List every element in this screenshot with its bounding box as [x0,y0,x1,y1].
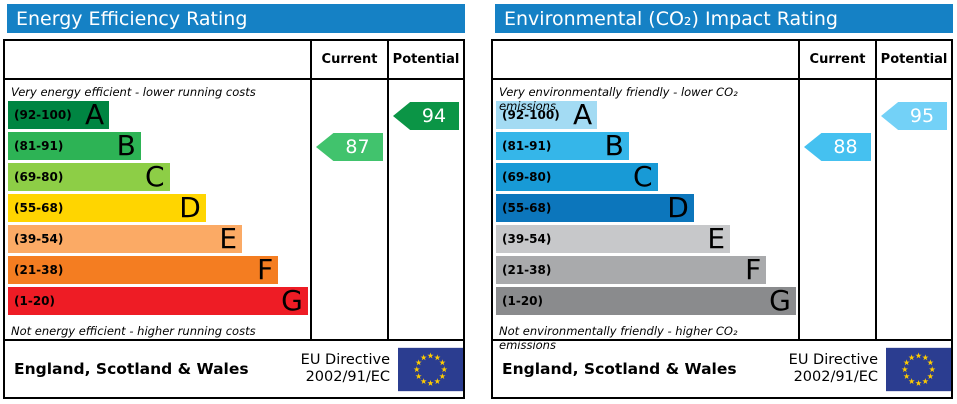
eu-directive-line2: 2002/91/EC [305,369,390,385]
current-value-column: 87 [310,80,387,339]
band-letter: A [573,98,593,131]
potential-column-header: Potential [875,41,951,78]
band-letter: F [745,253,762,286]
potential-column-header: Potential [387,41,463,78]
rating-band: (1-20) G [496,287,796,315]
current-value-column: 88 [798,80,875,339]
eu-directive-label: EU Directive 2002/91/EC [789,352,886,387]
eu-flag-icon [398,347,463,391]
header-spacer-cell [5,41,310,78]
band-range-label: (21-38) [14,263,64,277]
eu-directive-line1: EU Directive [300,351,390,368]
panel-title-bar: Environmental (CO₂) Impact Rating [495,4,953,33]
band-letter: G [281,284,303,317]
band-range-label: (39-54) [14,232,64,246]
band-range-label: (1-20) [502,294,543,308]
band-letter: C [145,160,165,193]
band-letter: F [257,253,274,286]
current-rating-arrow: 87 [316,133,383,161]
band-letter: A [85,98,105,131]
rating-band: (1-20) G [8,287,308,315]
region-label: England, Scotland & Wales [502,360,737,378]
table-header-row: Current Potential [493,41,951,80]
potential-value-column: 95 [875,80,951,339]
rating-band: (92-100) A [496,98,598,131]
bands-column: Very environmentally friendly - lower CO… [493,80,798,352]
rating-band: (69-80) C [496,163,658,191]
band-letter: B [604,129,624,162]
rating-band: (92-100) A [8,98,110,131]
band-range-label: (55-68) [502,201,552,215]
panel-footer: England, Scotland & Wales EU Directive 2… [491,341,953,399]
table-body: Very energy efficient - lower running co… [5,80,463,339]
band-range-label: (92-100) [14,108,72,122]
band-range-label: (55-68) [14,201,64,215]
current-column-header: Current [310,41,387,78]
rating-band: (55-68) D [8,194,206,222]
band-letter: D [179,191,201,224]
band-letter: G [769,284,791,317]
band-range-label: (69-80) [14,170,64,184]
band-range-label: (92-100) [502,108,560,122]
band-list: (92-100) A (81-91) B (69-80) C (55-68) D… [5,101,310,315]
band-range-label: (81-91) [14,139,64,153]
band-letter: E [219,222,238,255]
band-range-label: (81-91) [502,139,552,153]
rating-band: (69-80) C [8,163,170,191]
rating-band: (39-54) E [496,222,731,255]
potential-rating-value: 94 [421,105,447,127]
eu-directive-line2: 2002/91/EC [793,369,878,385]
band-letter: D [667,191,689,224]
header-spacer-cell [493,41,798,78]
eu-directive-line1: EU Directive [788,351,878,368]
band-range-label: (21-38) [502,263,552,277]
rating-band: (81-91) B [8,132,141,160]
band-letter: B [116,129,136,162]
bottom-note: Not environmentally friendly - higher CO… [499,324,738,352]
environmental-impact-panel: Environmental (CO₂) Impact Rating Curren… [491,4,953,399]
top-note: Very energy efficient - lower running co… [11,85,256,99]
rating-table: Current Potential Very energy efficient … [3,39,465,341]
table-body: Very environmentally friendly - lower CO… [493,80,951,352]
band-range-label: (1-20) [14,294,55,308]
current-rating-value: 87 [345,136,370,158]
band-range-label: (69-80) [502,170,552,184]
eu-directive-label: EU Directive 2002/91/EC [301,352,398,387]
potential-value-column: 94 [387,80,463,339]
rating-band: (21-38) F [8,253,279,286]
rating-table: Current Potential Very environmentally f… [491,39,953,352]
panel-title: Environmental (CO₂) Impact Rating [504,7,838,30]
region-label: England, Scotland & Wales [14,360,249,378]
band-range-label: (39-54) [502,232,552,246]
panel-title: Energy Efficiency Rating [16,7,248,30]
band-list: (92-100) A (81-91) B (69-80) C (55-68) D… [493,101,798,315]
rating-band: (81-91) B [496,132,629,160]
panel-footer: England, Scotland & Wales EU Directive 2… [3,341,465,399]
current-column-header: Current [798,41,875,78]
panel-title-bar: Energy Efficiency Rating [7,4,465,33]
potential-rating-arrow: 94 [393,102,459,130]
current-rating-arrow: 88 [804,133,871,161]
eu-flag-icon [886,347,951,391]
bands-column: Very energy efficient - lower running co… [5,80,310,339]
energy-efficiency-panel: Energy Efficiency Rating Current Potenti… [3,4,465,399]
top-note: Very environmentally friendly - lower CO… [499,85,738,113]
rating-band: (55-68) D [496,194,694,222]
rating-band: (39-54) E [8,222,243,255]
rating-band: (21-38) F [496,253,767,286]
potential-rating-value: 95 [909,105,935,127]
band-letter: C [633,160,653,193]
bottom-note: Not energy efficient - higher running co… [11,324,256,338]
potential-rating-arrow: 95 [881,102,947,130]
band-letter: E [707,222,726,255]
current-rating-value: 88 [833,136,858,158]
table-header-row: Current Potential [5,41,463,80]
